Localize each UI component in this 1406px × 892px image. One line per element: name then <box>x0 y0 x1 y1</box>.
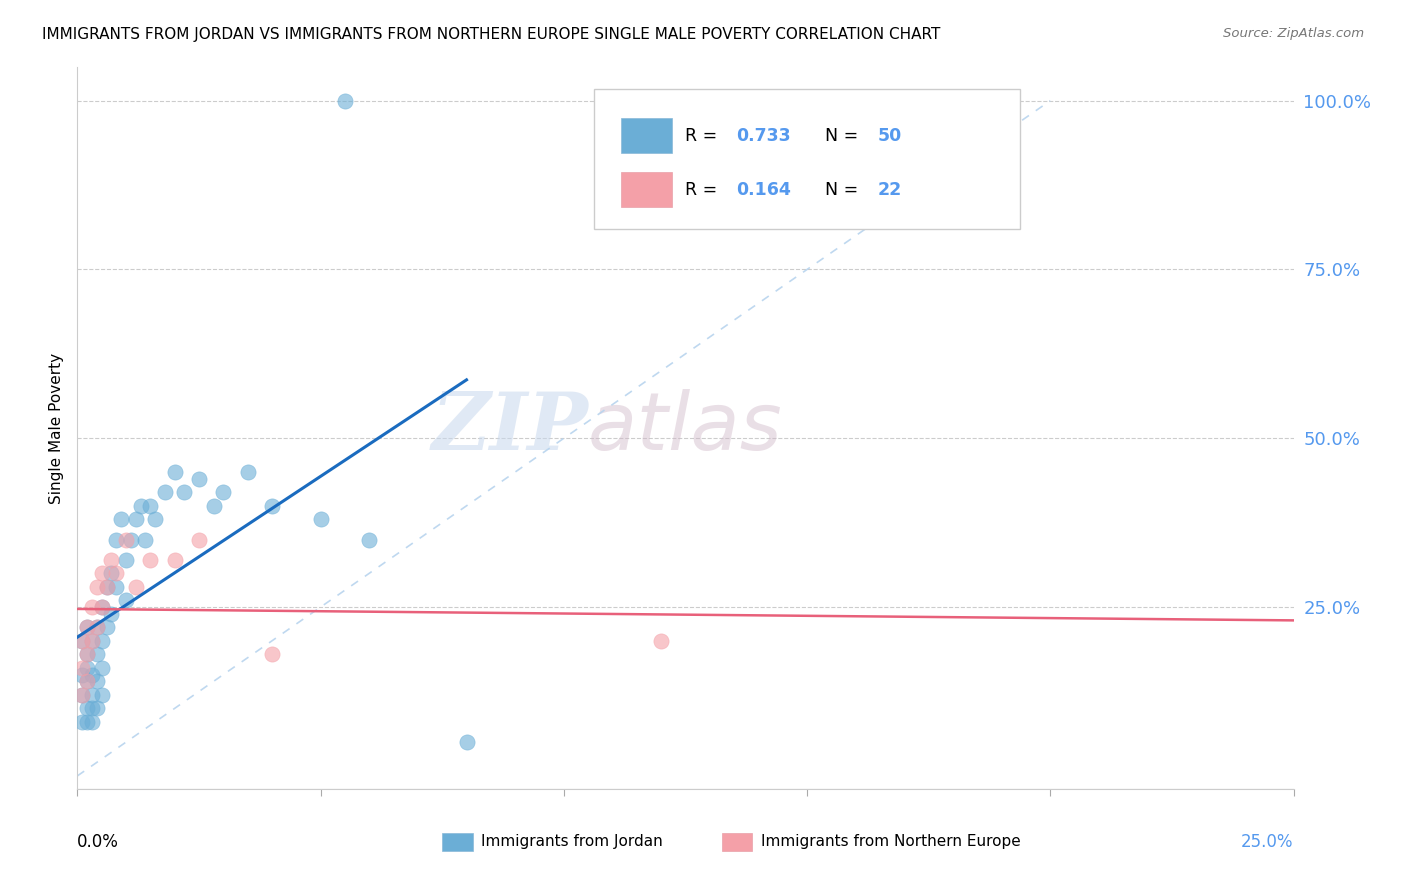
Point <box>260 499 283 513</box>
FancyBboxPatch shape <box>621 119 672 153</box>
Point <box>90 633 112 648</box>
Point <box>139 553 162 567</box>
Point <box>80 714 103 729</box>
FancyBboxPatch shape <box>441 833 472 851</box>
Point <box>456 735 478 749</box>
Point <box>70 688 93 702</box>
Point <box>70 714 93 729</box>
Text: 22: 22 <box>877 181 901 199</box>
Point <box>105 566 128 581</box>
Point <box>86 648 108 662</box>
Point <box>105 533 128 547</box>
Text: R =: R = <box>686 181 723 199</box>
Point <box>90 566 112 581</box>
FancyBboxPatch shape <box>721 833 752 851</box>
Point <box>100 553 122 567</box>
Point <box>80 633 103 648</box>
Text: atlas: atlas <box>588 389 783 467</box>
Point <box>236 465 259 479</box>
Point <box>143 512 166 526</box>
Point <box>70 661 93 675</box>
Point <box>96 580 118 594</box>
Point <box>70 633 93 648</box>
Point <box>188 472 211 486</box>
Point <box>76 661 98 675</box>
Point <box>359 533 381 547</box>
Point <box>76 620 98 634</box>
Point <box>86 674 108 689</box>
Point <box>70 667 93 681</box>
Text: 0.733: 0.733 <box>737 127 792 145</box>
Point <box>76 674 98 689</box>
Point <box>202 499 225 513</box>
Point <box>139 499 162 513</box>
Point <box>70 633 93 648</box>
Point <box>260 648 283 662</box>
Text: 50: 50 <box>877 127 901 145</box>
Text: Source: ZipAtlas.com: Source: ZipAtlas.com <box>1223 27 1364 40</box>
Point <box>86 620 108 634</box>
Y-axis label: Single Male Poverty: Single Male Poverty <box>49 352 65 504</box>
Text: Immigrants from Jordan: Immigrants from Jordan <box>481 834 662 849</box>
FancyBboxPatch shape <box>595 88 1019 229</box>
Point <box>76 714 98 729</box>
Point <box>86 580 108 594</box>
Point <box>105 580 128 594</box>
Point <box>212 485 235 500</box>
Point <box>125 512 148 526</box>
Point <box>100 607 122 621</box>
Point <box>80 667 103 681</box>
Point <box>115 533 138 547</box>
Text: ZIP: ZIP <box>432 390 588 467</box>
Text: 0.164: 0.164 <box>737 181 792 199</box>
Text: N =: N = <box>825 181 865 199</box>
Point <box>134 533 156 547</box>
Point <box>115 553 138 567</box>
Point <box>76 701 98 715</box>
Text: N =: N = <box>825 127 865 145</box>
Point <box>76 674 98 689</box>
Point <box>309 512 332 526</box>
Point <box>90 600 112 615</box>
Point <box>70 688 93 702</box>
Point <box>125 580 148 594</box>
Point <box>80 688 103 702</box>
Point <box>80 701 103 715</box>
Point <box>650 633 672 648</box>
Point <box>86 701 108 715</box>
Point <box>96 620 118 634</box>
Point <box>76 648 98 662</box>
Point <box>80 633 103 648</box>
Point <box>86 620 108 634</box>
Point <box>96 580 118 594</box>
Text: IMMIGRANTS FROM JORDAN VS IMMIGRANTS FROM NORTHERN EUROPE SINGLE MALE POVERTY CO: IMMIGRANTS FROM JORDAN VS IMMIGRANTS FRO… <box>42 27 941 42</box>
Point <box>173 485 195 500</box>
Point <box>115 593 138 607</box>
Point <box>333 94 356 108</box>
Point <box>129 499 152 513</box>
Text: 25.0%: 25.0% <box>1241 833 1294 851</box>
Point <box>76 620 98 634</box>
Text: 0.0%: 0.0% <box>77 833 120 851</box>
Point <box>90 600 112 615</box>
Point <box>80 600 103 615</box>
Text: R =: R = <box>686 127 723 145</box>
Point <box>90 661 112 675</box>
Point <box>120 533 142 547</box>
Point <box>110 512 132 526</box>
Point <box>76 648 98 662</box>
FancyBboxPatch shape <box>621 172 672 207</box>
Text: Immigrants from Northern Europe: Immigrants from Northern Europe <box>761 834 1021 849</box>
Point <box>90 688 112 702</box>
Point <box>100 566 122 581</box>
Point <box>188 533 211 547</box>
Point <box>163 465 186 479</box>
Point <box>163 553 186 567</box>
Point <box>153 485 176 500</box>
